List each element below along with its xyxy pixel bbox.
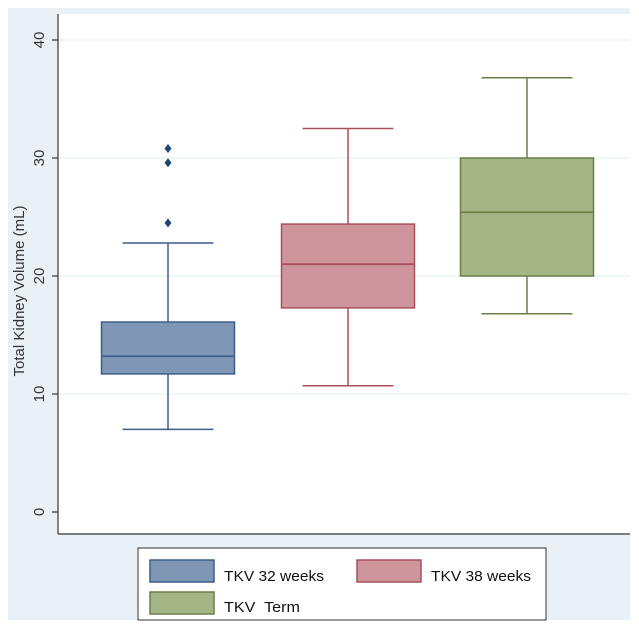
legend: TKV 32 weeks TKV 38 weeks TKV Term (149, 559, 531, 616)
legend-swatch (356, 559, 422, 583)
box-iqr (280, 223, 416, 309)
box-3 (459, 77, 595, 315)
y-axis-title: Total Kidney Volume (mL) (11, 206, 28, 377)
legend-label: TKV 32 weeks (224, 568, 324, 585)
y-tick-label: 20 (31, 268, 48, 285)
box-2 (280, 127, 416, 387)
legend-label: TKV Term (224, 599, 300, 616)
box-1 (100, 144, 236, 431)
boxes (100, 77, 595, 431)
y-tick-label: 40 (31, 32, 48, 49)
outlier-point (164, 158, 172, 168)
y-tick-label: 0 (31, 508, 48, 516)
y-axis-ticks: 0 10 20 30 40 (31, 32, 58, 516)
outlier-point (164, 218, 172, 228)
y-tick-label: 10 (31, 386, 48, 403)
outlier-point (164, 144, 172, 154)
legend-swatch (149, 559, 215, 583)
legend-swatch (149, 591, 215, 615)
box-iqr (459, 157, 595, 277)
y-tick-label: 30 (31, 150, 48, 167)
legend-label: TKV 38 weeks (431, 568, 531, 585)
box-iqr (100, 321, 236, 375)
